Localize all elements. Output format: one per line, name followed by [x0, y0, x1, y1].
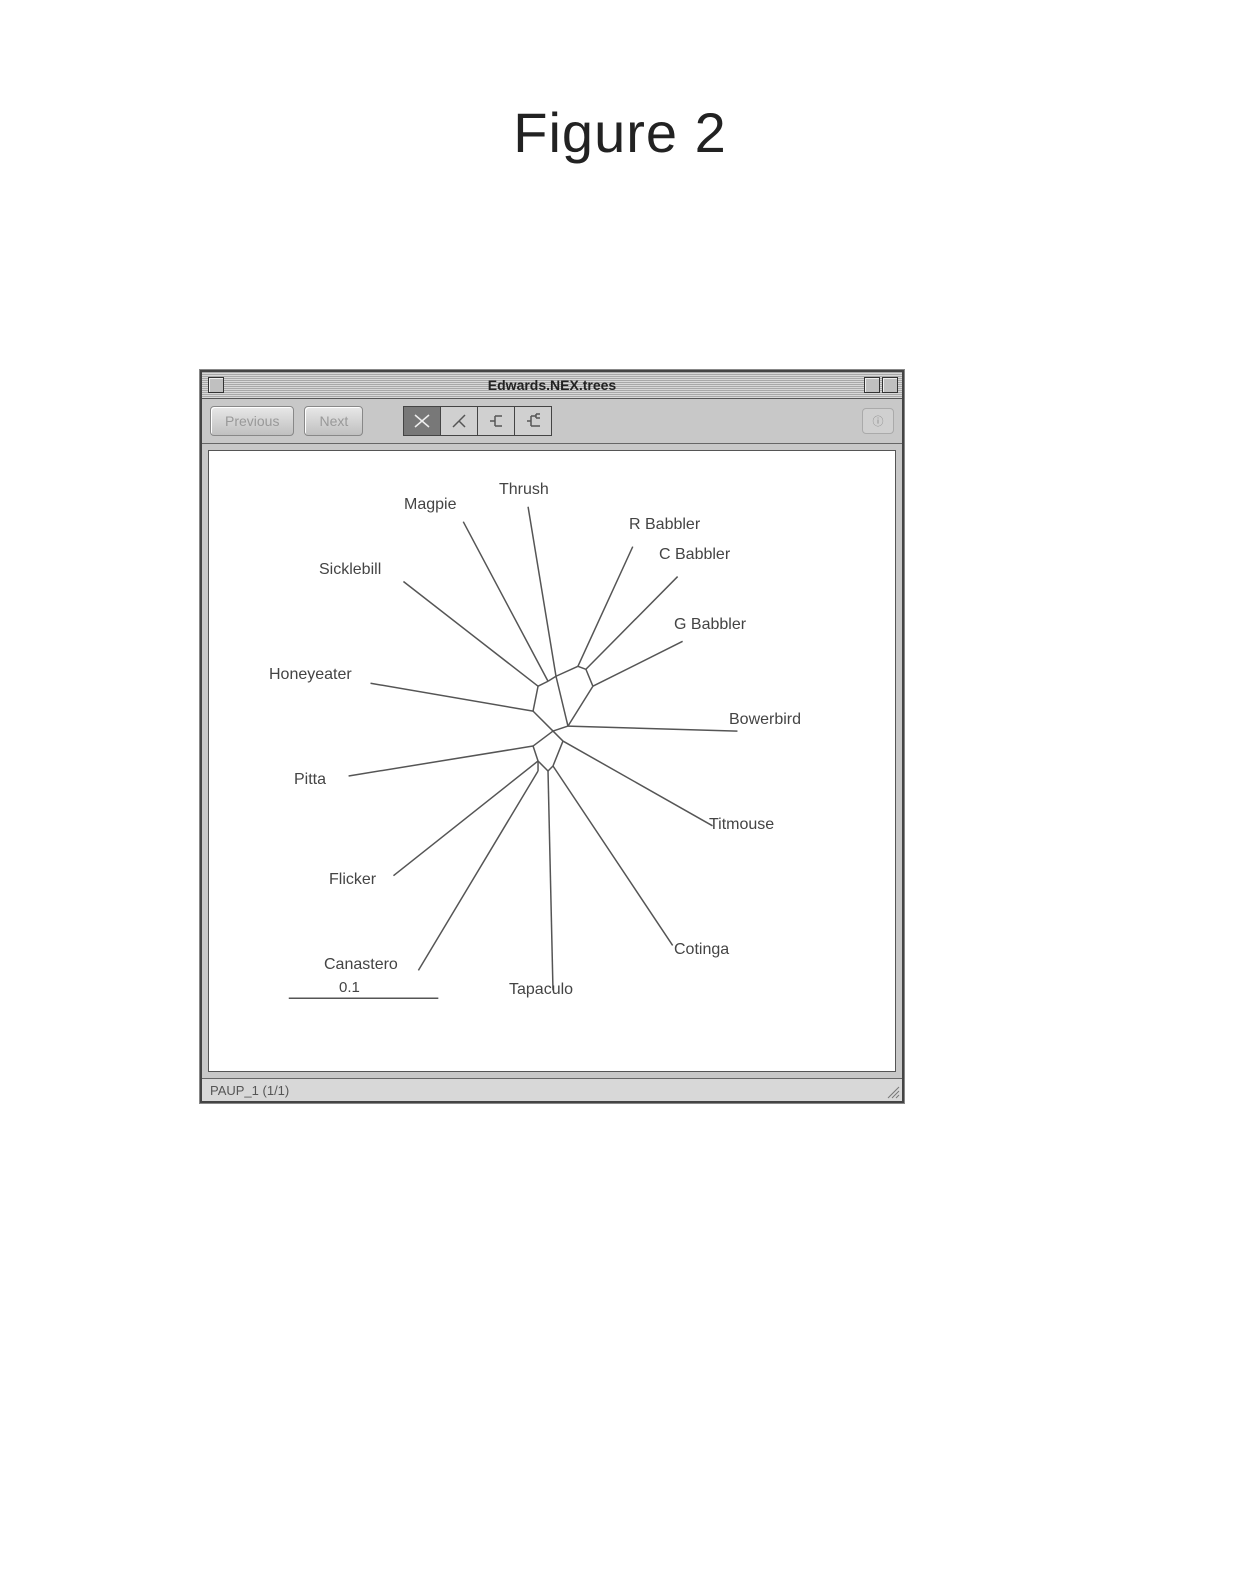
statusbar: PAUP_1 (1/1)	[202, 1078, 902, 1101]
next-button[interactable]: Next	[304, 406, 363, 436]
status-text: PAUP_1 (1/1)	[210, 1083, 289, 1098]
app-window: Edwards.NEX.trees Previous Next	[200, 370, 904, 1103]
tree-canvas: Thrush Magpie R Babbler C Babbler Sicklebill…	[208, 450, 896, 1072]
view-unrooted-button[interactable]	[404, 407, 441, 435]
taxon-label: Honeyeater	[269, 666, 352, 684]
view-slanted-button[interactable]	[441, 407, 478, 435]
toolbar: Previous Next	[202, 399, 902, 444]
scale-bar-label: 0.1	[339, 979, 360, 996]
titlebar[interactable]: Edwards.NEX.trees	[202, 372, 902, 399]
taxon-label: Cotinga	[674, 941, 729, 959]
taxon-label: Thrush	[499, 481, 549, 499]
taxon-label: R Babbler	[629, 516, 700, 534]
taxon-label: Magpie	[404, 496, 456, 514]
taxon-label: Flicker	[329, 871, 376, 889]
taxon-label: Canastero	[324, 956, 398, 974]
view-mode-group	[403, 406, 552, 436]
taxon-label: Titmouse	[709, 816, 774, 834]
previous-button[interactable]: Previous	[210, 406, 294, 436]
resize-grip-icon[interactable]	[886, 1085, 900, 1099]
collapse-icon[interactable]	[882, 377, 898, 393]
angle-tree-icon	[449, 412, 469, 430]
phylogeny-svg	[209, 451, 895, 1071]
titlebar-right-controls	[864, 377, 898, 393]
window-title: Edwards.NEX.trees	[202, 377, 902, 393]
taxon-label: C Babbler	[659, 546, 730, 564]
taxon-label: G Babbler	[674, 616, 746, 634]
zoom-icon[interactable]	[864, 377, 880, 393]
taxon-label: Bowerbird	[729, 711, 801, 729]
rect-tree-icon	[486, 412, 506, 430]
view-rectangular-button[interactable]	[478, 407, 515, 435]
taxon-label: Tapaculo	[509, 981, 573, 999]
info-button[interactable]: ⓘ	[862, 408, 894, 434]
rect-tree2-icon	[523, 412, 543, 430]
view-rectangular2-button[interactable]	[515, 407, 551, 435]
info-icon: ⓘ	[873, 413, 884, 429]
taxon-label: Pitta	[294, 771, 326, 789]
close-icon[interactable]	[208, 377, 224, 393]
figure-title: Figure 2	[0, 100, 1240, 165]
star-tree-icon	[412, 412, 432, 430]
taxon-label: Sicklebill	[319, 561, 381, 579]
